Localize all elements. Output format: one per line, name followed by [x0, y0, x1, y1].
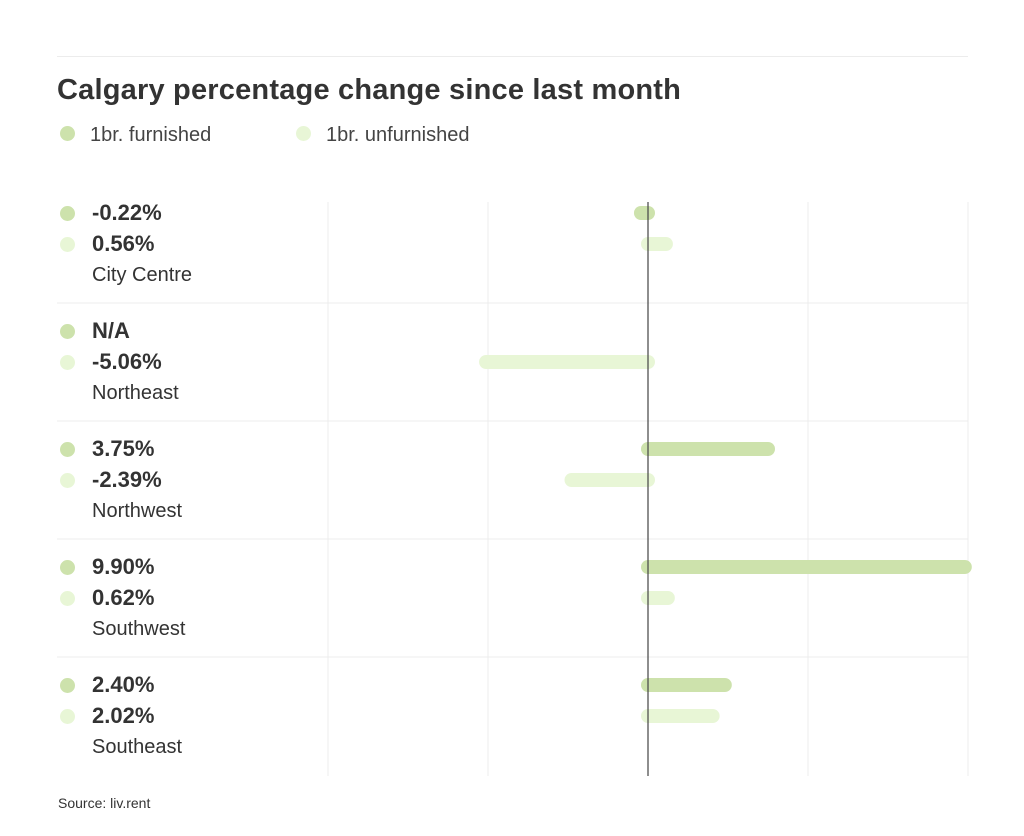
region-name: Southwest: [92, 618, 186, 640]
dot-furnished: [60, 324, 75, 339]
region-name: Northwest: [92, 500, 183, 522]
dot-unfurnished: [60, 237, 75, 252]
value-label: N/A: [92, 318, 130, 343]
dot-furnished: [60, 560, 75, 575]
dot-unfurnished: [60, 355, 75, 370]
value-label: -0.22%: [92, 200, 162, 225]
value-label: 0.56%: [92, 231, 155, 256]
value-label: 2.02%: [92, 703, 155, 728]
chart-title: Calgary percentage change since last mon…: [57, 74, 682, 106]
legend-label-unfurnished: 1br. unfurnished: [326, 124, 470, 146]
bar-furnished: [641, 560, 972, 574]
top-divider: [57, 56, 968, 57]
value-label: -2.39%: [92, 467, 162, 492]
bar-unfurnished: [641, 709, 720, 723]
value-label: -5.06%: [92, 349, 162, 374]
legend-item-furnished: 1br. furnished: [60, 124, 211, 147]
legend-item-unfurnished: 1br. unfurnished: [296, 124, 469, 147]
bar-unfurnished: [479, 355, 655, 369]
bar-furnished: [633, 206, 655, 220]
dot-unfurnished: [60, 591, 75, 606]
value-label: 0.62%: [92, 585, 155, 610]
bar-unfurnished: [564, 473, 655, 487]
bar-unfurnished: [641, 591, 675, 605]
legend-label-furnished: 1br. furnished: [90, 124, 212, 146]
bar-furnished: [641, 442, 775, 456]
dot-furnished: [60, 442, 75, 457]
value-label: 2.40%: [92, 672, 155, 697]
bar-unfurnished: [641, 237, 673, 251]
legend-dot-furnished: [60, 126, 75, 142]
bar-furnished: [641, 678, 732, 692]
region-name: Northeast: [92, 382, 179, 404]
dot-furnished: [60, 678, 75, 693]
value-label: 9.90%: [92, 554, 155, 579]
legend-dot-unfurnished: [296, 126, 311, 142]
source-note: Source: liv.rent: [58, 795, 151, 811]
region-name: Southeast: [92, 736, 183, 758]
value-label: 3.75%: [92, 436, 155, 461]
dot-unfurnished: [60, 473, 75, 488]
dot-furnished: [60, 206, 75, 221]
region-name: City Centre: [92, 264, 193, 286]
dot-unfurnished: [60, 709, 75, 724]
